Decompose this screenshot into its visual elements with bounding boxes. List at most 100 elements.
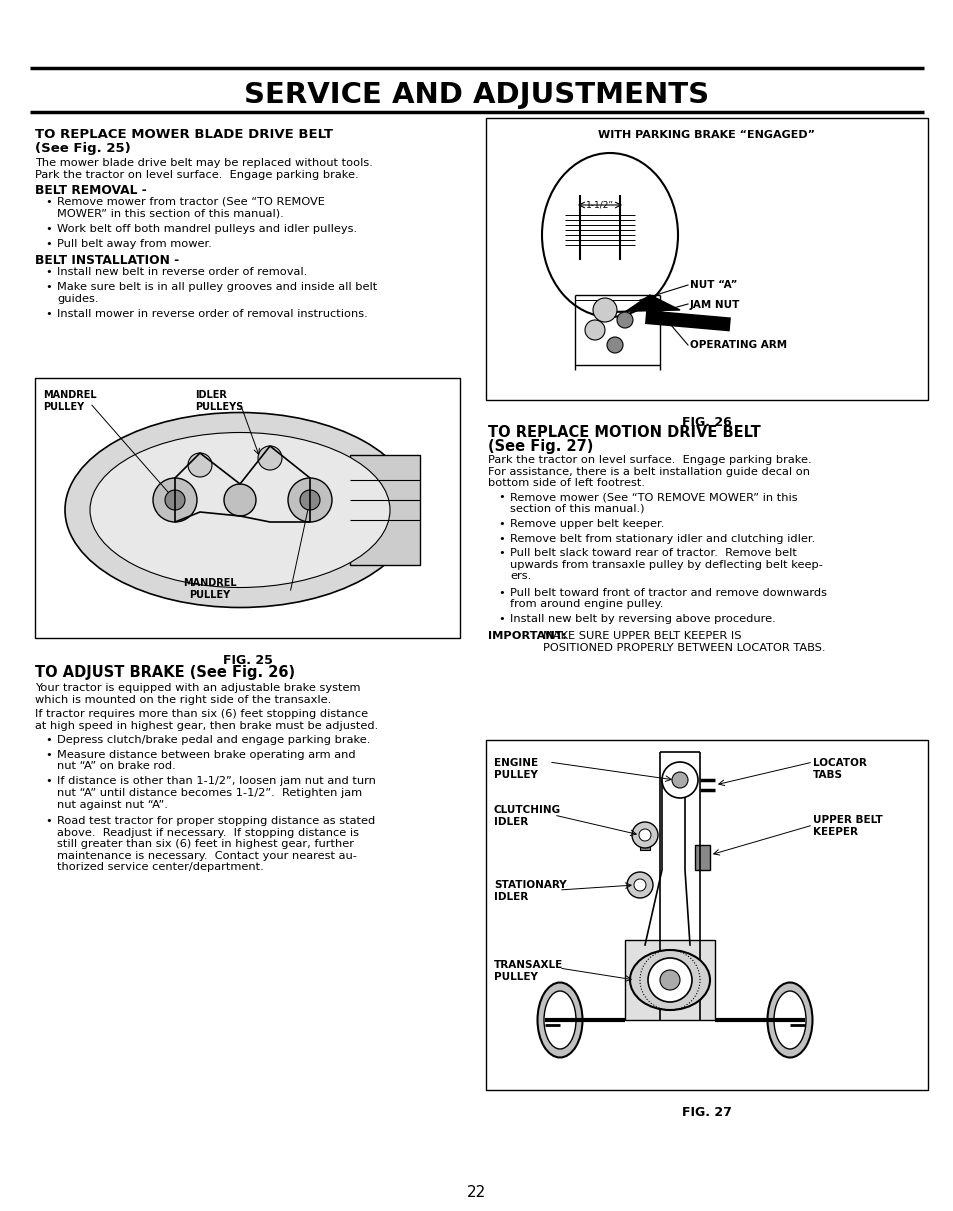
Ellipse shape — [65, 413, 415, 608]
Text: •: • — [497, 492, 504, 503]
Text: (See Fig. 27): (See Fig. 27) — [488, 440, 593, 454]
Text: •: • — [45, 750, 51, 759]
Text: •: • — [45, 239, 51, 249]
Circle shape — [152, 478, 196, 522]
Text: Remove upper belt keeper.: Remove upper belt keeper. — [510, 520, 663, 529]
Circle shape — [257, 446, 282, 470]
Circle shape — [584, 320, 604, 340]
Circle shape — [288, 478, 332, 522]
Text: STATIONARY
IDLER: STATIONARY IDLER — [494, 880, 566, 902]
Text: Work belt off both mandrel pulleys and idler pulleys.: Work belt off both mandrel pulleys and i… — [57, 224, 356, 234]
Text: BELT REMOVAL -: BELT REMOVAL - — [35, 184, 147, 197]
Text: (See Fig. 25): (See Fig. 25) — [35, 142, 131, 155]
Text: UPPER BELT
KEEPER: UPPER BELT KEEPER — [812, 815, 882, 837]
Text: 22: 22 — [467, 1186, 486, 1200]
Circle shape — [631, 822, 658, 848]
Circle shape — [659, 970, 679, 991]
Bar — [485, 117, 927, 400]
Text: •: • — [45, 282, 51, 292]
Text: IDLER
PULLEYS: IDLER PULLEYS — [194, 390, 243, 412]
Text: Road test tractor for proper stopping distance as stated
above.  Readjust if nec: Road test tractor for proper stopping di… — [57, 816, 375, 872]
Text: Remove mower (See “TO REMOVE MOWER” in this
section of this manual.): Remove mower (See “TO REMOVE MOWER” in t… — [510, 492, 797, 513]
Circle shape — [639, 830, 650, 840]
Text: Measure distance between brake operating arm and
nut “A” on brake rod.: Measure distance between brake operating… — [57, 750, 355, 771]
Text: NUT “A”: NUT “A” — [689, 280, 737, 289]
Bar — [624, 940, 714, 1020]
Text: Depress clutch/brake pedal and engage parking brake.: Depress clutch/brake pedal and engage pa… — [57, 735, 370, 745]
Text: FIG. 26: FIG. 26 — [681, 417, 731, 429]
Ellipse shape — [541, 153, 678, 317]
Text: IMPORTANT:: IMPORTANT: — [488, 631, 566, 641]
Text: WITH PARKING BRAKE “ENGAGED”: WITH PARKING BRAKE “ENGAGED” — [598, 130, 815, 140]
Bar — [35, 378, 459, 638]
Text: Install mower in reverse order of removal instructions.: Install mower in reverse order of remova… — [57, 309, 367, 318]
Ellipse shape — [767, 982, 812, 1057]
Text: MAKE SURE UPPER BELT KEEPER IS
POSITIONED PROPERLY BETWEEN LOCATOR TABS.: MAKE SURE UPPER BELT KEEPER IS POSITIONE… — [542, 631, 824, 653]
Bar — [695, 845, 709, 869]
Text: LOCATOR
TABS: LOCATOR TABS — [812, 758, 866, 780]
Text: TO REPLACE MOWER BLADE DRIVE BELT: TO REPLACE MOWER BLADE DRIVE BELT — [35, 128, 333, 140]
Text: JAM NUT: JAM NUT — [689, 300, 740, 310]
Text: Remove belt from stationary idler and clutching idler.: Remove belt from stationary idler and cl… — [510, 534, 815, 544]
Text: •: • — [45, 735, 51, 745]
Circle shape — [188, 453, 212, 477]
Text: Your tractor is equipped with an adjustable brake system
which is mounted on the: Your tractor is equipped with an adjusta… — [35, 683, 360, 705]
Text: ENGINE
PULLEY: ENGINE PULLEY — [494, 758, 537, 780]
Text: •: • — [45, 197, 51, 207]
Text: Pull belt slack toward rear of tractor.  Remove belt
upwards from transaxle pull: Pull belt slack toward rear of tractor. … — [510, 549, 822, 581]
Polygon shape — [595, 295, 679, 312]
Text: BELT INSTALLATION -: BELT INSTALLATION - — [35, 254, 179, 266]
Ellipse shape — [90, 432, 390, 587]
Text: Park the tractor on level surface.  Engage parking brake.
For assistance, there : Park the tractor on level surface. Engag… — [488, 455, 811, 488]
Bar — [644, 310, 730, 332]
Circle shape — [593, 298, 617, 322]
Text: If distance is other than 1-1/2”, loosen jam nut and turn
nut “A” until distance: If distance is other than 1-1/2”, loosen… — [57, 776, 375, 810]
Text: MANDREL
PULLEY: MANDREL PULLEY — [43, 390, 96, 412]
Text: If tractor requires more than six (6) feet stopping distance
at high speed in hi: If tractor requires more than six (6) fe… — [35, 708, 377, 730]
Text: Pull belt away from mower.: Pull belt away from mower. — [57, 239, 212, 249]
Text: Install new belt in reverse order of removal.: Install new belt in reverse order of rem… — [57, 266, 307, 277]
Bar — [485, 740, 927, 1090]
Text: Remove mower from tractor (See “TO REMOVE
MOWER” in this section of this manual): Remove mower from tractor (See “TO REMOV… — [57, 197, 325, 219]
Text: •: • — [497, 520, 504, 529]
Text: TRANSAXLE
PULLEY: TRANSAXLE PULLEY — [494, 960, 562, 982]
Text: •: • — [497, 549, 504, 558]
Text: FIG. 25: FIG. 25 — [222, 654, 273, 667]
Ellipse shape — [537, 982, 582, 1057]
Circle shape — [165, 490, 185, 510]
Circle shape — [299, 490, 319, 510]
Text: •: • — [45, 224, 51, 234]
Text: 1-1/2”: 1-1/2” — [585, 200, 614, 210]
Text: •: • — [497, 587, 504, 597]
Circle shape — [224, 484, 255, 516]
Text: •: • — [45, 816, 51, 826]
Text: FIG. 27: FIG. 27 — [681, 1106, 731, 1119]
Circle shape — [606, 337, 622, 352]
Circle shape — [671, 771, 687, 788]
Circle shape — [617, 312, 633, 328]
Text: OPERATING ARM: OPERATING ARM — [689, 340, 786, 350]
Text: •: • — [45, 266, 51, 277]
Text: Install new belt by reversing above procedure.: Install new belt by reversing above proc… — [510, 614, 775, 625]
Text: The mower blade drive belt may be replaced without tools.
Park the tractor on le: The mower blade drive belt may be replac… — [35, 157, 373, 179]
Circle shape — [647, 958, 691, 1001]
Circle shape — [626, 872, 652, 899]
Text: SERVICE AND ADJUSTMENTS: SERVICE AND ADJUSTMENTS — [244, 81, 709, 109]
Text: •: • — [45, 776, 51, 786]
Text: •: • — [497, 614, 504, 625]
Bar — [350, 455, 419, 566]
Ellipse shape — [543, 991, 576, 1049]
Bar — [639, 830, 649, 850]
Ellipse shape — [773, 991, 805, 1049]
Text: TO REPLACE MOTION DRIVE BELT: TO REPLACE MOTION DRIVE BELT — [488, 425, 760, 440]
Text: MANDREL
PULLEY: MANDREL PULLEY — [183, 578, 236, 599]
Text: •: • — [45, 309, 51, 318]
Ellipse shape — [629, 949, 709, 1010]
Text: Pull belt toward front of tractor and remove downwards
from around engine pulley: Pull belt toward front of tractor and re… — [510, 587, 826, 609]
Text: •: • — [497, 534, 504, 544]
Text: CLUTCHING
IDLER: CLUTCHING IDLER — [494, 805, 560, 827]
Text: TO ADJUST BRAKE (See Fig. 26): TO ADJUST BRAKE (See Fig. 26) — [35, 665, 294, 681]
Circle shape — [634, 879, 645, 891]
Text: Make sure belt is in all pulley grooves and inside all belt
guides.: Make sure belt is in all pulley grooves … — [57, 282, 376, 304]
Circle shape — [661, 762, 698, 798]
